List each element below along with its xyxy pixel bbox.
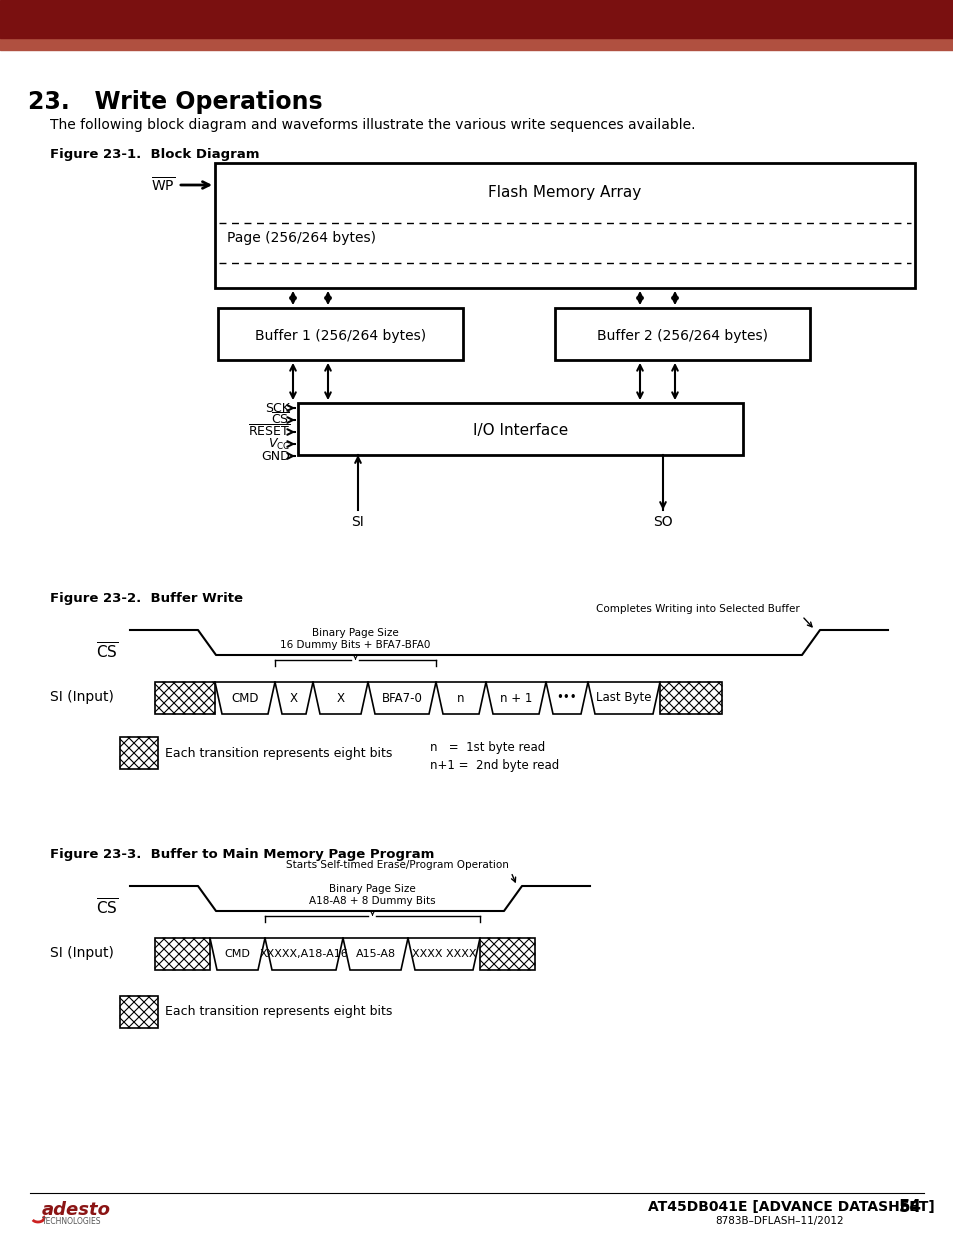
Text: XXXX XXXX: XXXX XXXX	[412, 948, 476, 960]
Text: A15-A8: A15-A8	[355, 948, 395, 960]
Text: n   =  1st byte read
n+1 =  2nd byte read: n = 1st byte read n+1 = 2nd byte read	[430, 741, 558, 772]
Text: Last Byte: Last Byte	[596, 692, 651, 704]
Text: TECHNOLOGIES: TECHNOLOGIES	[42, 1218, 101, 1226]
Text: 23.   Write Operations: 23. Write Operations	[28, 90, 322, 114]
Text: Binary Page Size
A18-A8 + 8 Dummy Bits: Binary Page Size A18-A8 + 8 Dummy Bits	[309, 883, 436, 906]
Text: Flash Memory Array: Flash Memory Array	[488, 185, 641, 200]
Bar	[214, 163, 914, 288]
Text: GND: GND	[261, 450, 290, 462]
Text: Each transition represents eight bits: Each transition represents eight bits	[165, 746, 392, 760]
Text: I/O Interface: I/O Interface	[473, 424, 568, 438]
Text: XXXXX,A18-A16: XXXXX,A18-A16	[259, 948, 348, 960]
Polygon shape	[587, 682, 659, 714]
Polygon shape	[265, 939, 343, 969]
Text: n + 1: n + 1	[499, 692, 532, 704]
Text: Each transition represents eight bits: Each transition represents eight bits	[165, 1005, 392, 1019]
Text: Binary Page Size
16 Dummy Bits + BFA7-BFA0: Binary Page Size 16 Dummy Bits + BFA7-BF…	[280, 627, 430, 650]
Polygon shape	[313, 682, 368, 714]
Polygon shape	[479, 939, 535, 969]
Text: •••: •••	[557, 692, 577, 704]
Text: SCK: SCK	[265, 401, 290, 415]
Text: Starts Self-timed Erase/Program Operation: Starts Self-timed Erase/Program Operatio…	[286, 860, 509, 869]
Text: $V_{\rm CC}$: $V_{\rm CC}$	[268, 436, 290, 452]
Text: $\overline{\rm WP}$: $\overline{\rm WP}$	[151, 175, 174, 194]
Text: Figure 23-3.  Buffer to Main Memory Page Program: Figure 23-3. Buffer to Main Memory Page …	[50, 848, 434, 861]
Polygon shape	[408, 939, 479, 969]
Text: Figure 23-1.  Block Diagram: Figure 23-1. Block Diagram	[50, 148, 259, 161]
Bar	[218, 308, 462, 359]
Text: 54: 54	[898, 1198, 921, 1216]
Text: SI (Input): SI (Input)	[50, 946, 113, 960]
Text: n: n	[456, 692, 464, 704]
Polygon shape	[120, 737, 158, 769]
Text: CMD: CMD	[224, 948, 251, 960]
Bar	[555, 308, 809, 359]
Bar	[0, 38, 953, 49]
Text: Buffer 1 (256/264 bytes): Buffer 1 (256/264 bytes)	[254, 329, 426, 343]
Polygon shape	[659, 682, 721, 714]
Polygon shape	[545, 682, 587, 714]
Text: CMD: CMD	[231, 692, 258, 704]
Text: SO: SO	[653, 515, 672, 529]
Text: $\overline{\rm CS}$: $\overline{\rm CS}$	[95, 642, 118, 662]
Text: BFA7-0: BFA7-0	[381, 692, 422, 704]
Text: AT45DB041E [ADVANCE DATASHEET]: AT45DB041E [ADVANCE DATASHEET]	[647, 1200, 934, 1214]
Bar	[0, 0, 953, 38]
Text: X: X	[336, 692, 344, 704]
Bar	[297, 403, 742, 454]
Text: $\overline{\rm RESET}$: $\overline{\rm RESET}$	[248, 425, 290, 440]
Polygon shape	[274, 682, 313, 714]
Polygon shape	[343, 939, 408, 969]
Polygon shape	[485, 682, 545, 714]
Text: X: X	[290, 692, 297, 704]
Polygon shape	[154, 939, 210, 969]
Text: Buffer 2 (256/264 bytes): Buffer 2 (256/264 bytes)	[597, 329, 767, 343]
Polygon shape	[120, 995, 158, 1028]
Text: Completes Writing into Selected Buffer: Completes Writing into Selected Buffer	[596, 604, 800, 614]
Polygon shape	[154, 682, 214, 714]
Text: $\overline{\rm CS}$: $\overline{\rm CS}$	[271, 412, 290, 427]
Text: Figure 23-2.  Buffer Write: Figure 23-2. Buffer Write	[50, 592, 243, 605]
Text: 8783B–DFLASH–11/2012: 8783B–DFLASH–11/2012	[715, 1216, 843, 1226]
Polygon shape	[436, 682, 485, 714]
Text: SI (Input): SI (Input)	[50, 690, 113, 704]
Polygon shape	[210, 939, 265, 969]
Text: The following block diagram and waveforms illustrate the various write sequences: The following block diagram and waveform…	[50, 119, 695, 132]
Polygon shape	[214, 682, 274, 714]
Text: Page (256/264 bytes): Page (256/264 bytes)	[227, 231, 375, 245]
Text: SI: SI	[352, 515, 364, 529]
Text: adesto: adesto	[42, 1200, 111, 1219]
Polygon shape	[368, 682, 436, 714]
Text: $\overline{\rm CS}$: $\overline{\rm CS}$	[95, 898, 118, 918]
